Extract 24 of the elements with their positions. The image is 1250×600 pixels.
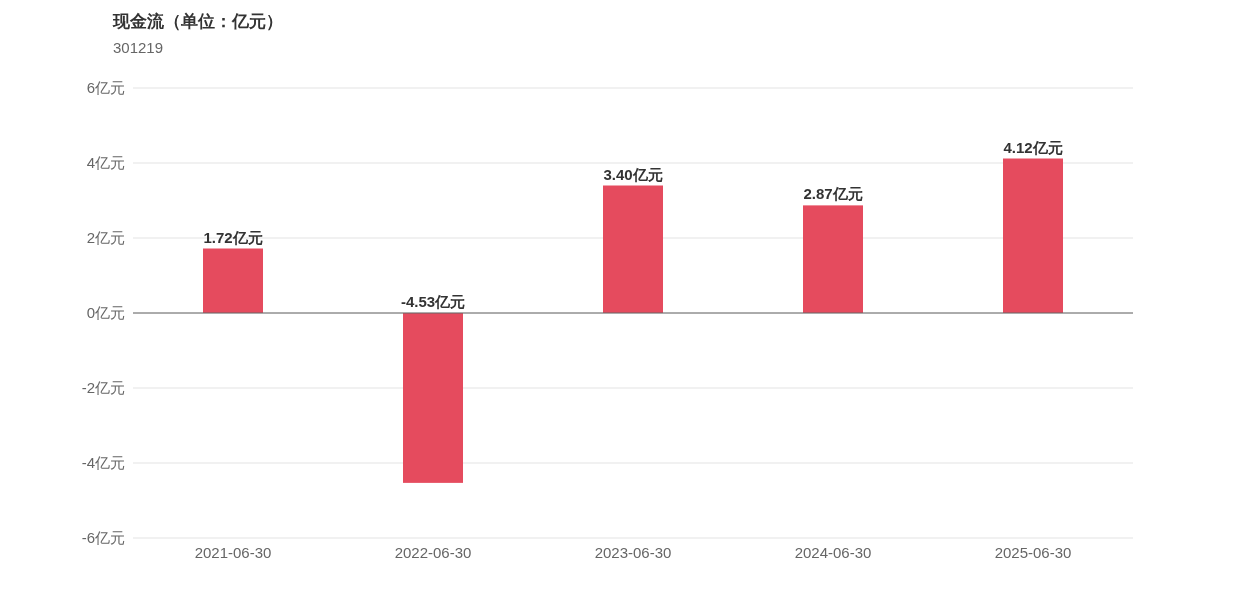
data-label: 1.72亿元 (203, 228, 263, 246)
x-tick-label: 2023-06-30 (594, 544, 672, 561)
data-label: 2.87亿元 (803, 185, 863, 203)
y-tick-label: -2亿元 (81, 379, 125, 396)
data-label: -4.53亿元 (400, 293, 466, 310)
x-tick-label: 2024-06-30 (794, 544, 872, 561)
data-label: 4.12亿元 (1003, 138, 1063, 156)
bar (203, 248, 263, 313)
x-tick-label: 2021-06-30 (194, 544, 272, 561)
x-tick-label: 2022-06-30 (394, 544, 472, 561)
chart-title: 现金流（单位：亿元） (112, 12, 283, 31)
bar (603, 185, 663, 313)
bar (1003, 158, 1063, 313)
chart-subtitle: 301219 (113, 39, 164, 56)
y-tick-label: 0亿元 (86, 304, 125, 321)
y-tick-label: 4亿元 (86, 154, 125, 171)
y-tick-label: 2亿元 (86, 229, 125, 246)
y-tick-label: -4亿元 (81, 454, 125, 471)
y-tick-label: 6亿元 (86, 79, 125, 96)
data-label: 3.40亿元 (603, 165, 663, 183)
bar (803, 205, 863, 313)
y-tick-label: -6亿元 (81, 529, 125, 546)
bar (403, 313, 463, 483)
x-tick-label: 2025-06-30 (994, 544, 1072, 561)
